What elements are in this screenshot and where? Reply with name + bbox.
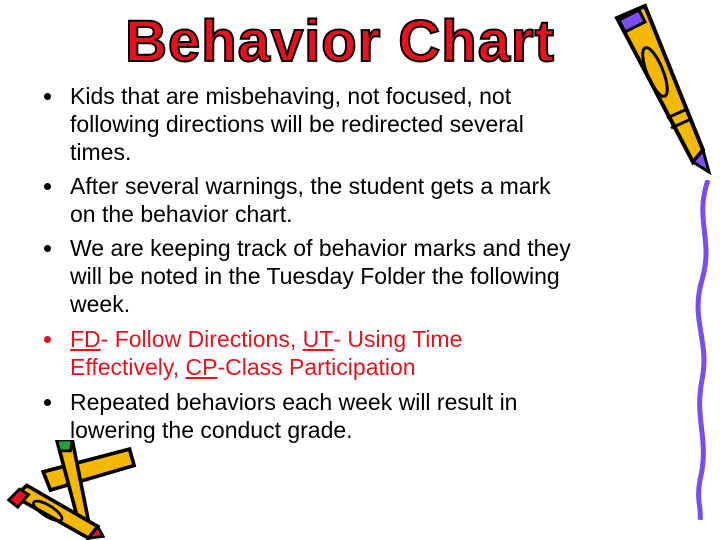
bullet-item: After several warnings, the student gets… <box>44 172 551 228</box>
abbr-ut: UT <box>302 326 334 352</box>
bullet-line: times. <box>70 139 132 165</box>
bullet-line: following directions will be redirected … <box>70 111 524 137</box>
bullet-line: Kids that are misbehaving, not focused, … <box>70 83 512 109</box>
bullet-item-abbreviations: FD - Follow Directions, UT - Using Time Ef… <box>44 325 462 381</box>
slide-title: Behavior Chart <box>124 8 555 75</box>
bullet-icon <box>44 245 51 252</box>
bullet-row: FD - Follow Directions, UT - Using Time <box>70 325 462 353</box>
bullet-line: on the behavior chart. <box>70 201 293 227</box>
bullet-line: lowering the conduct grade. <box>70 417 353 443</box>
bullet-line: will be noted in the Tuesday Folder the … <box>70 263 560 289</box>
bullet-icon <box>44 399 51 406</box>
crayons-icon <box>6 440 137 540</box>
abbr-cp: CP <box>185 354 218 380</box>
bullet-item: We are keeping track of behavior marks a… <box>44 234 571 318</box>
bullet-row: Effectively, CP -Class Participation <box>70 353 462 381</box>
abbr-fd: FD <box>70 326 101 352</box>
pencil-icon <box>614 3 712 176</box>
bullet-line: week. <box>70 291 131 317</box>
abbr-text: Effectively, <box>70 354 186 380</box>
bullet-icon <box>44 183 51 190</box>
bullet-line: After several warnings, the student gets… <box>70 173 551 199</box>
abbr-text: -Class Participation <box>217 354 416 380</box>
bullet-line: We are keeping track of behavior marks a… <box>70 235 571 261</box>
abbr-text: - Using Time <box>333 326 463 352</box>
bullet-icon <box>44 93 51 100</box>
bullet-item: Kids that are misbehaving, not focused, … <box>44 82 524 166</box>
bullet-item: Repeated behaviors each week will result… <box>44 388 517 444</box>
bullet-icon <box>44 336 51 343</box>
wavy-line <box>695 180 711 520</box>
abbr-text: - Follow Directions, <box>100 326 303 352</box>
bullet-line: Repeated behaviors each week will result… <box>70 389 518 415</box>
